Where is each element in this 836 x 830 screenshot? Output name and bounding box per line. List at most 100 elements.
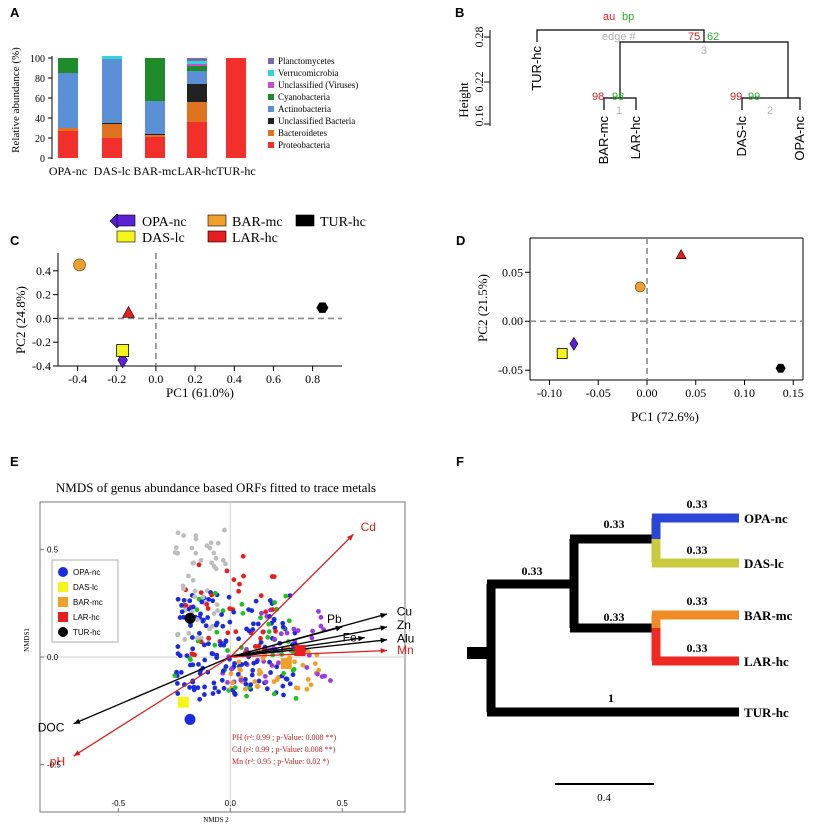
d-plot-point-das-lc (556, 348, 568, 359)
e-orf-point (219, 677, 225, 683)
e-orf-point (192, 588, 198, 594)
e-orf-point (236, 588, 242, 594)
e-ylabel: NMDS1 (23, 628, 31, 652)
a-bar-tur-hc-proteobacteria (226, 58, 246, 158)
panel-e-nmds-plot: E NMDS of genus abundance based ORFs fit… (10, 454, 414, 824)
e-orf-point (211, 611, 217, 616)
e-xtick-label: 0.5 (337, 799, 349, 808)
a-bar-lar-hc-proteobacteria (187, 122, 207, 158)
e-legend-marker-bar (58, 597, 68, 607)
c-plot-xtick-label: 0.4 (227, 372, 242, 386)
c-plot-xtick-label: -0.2 (107, 372, 126, 386)
e-orf-point (220, 608, 226, 614)
a-y-ticks: 0 20 40 60 80 100 (30, 54, 52, 165)
e-orf-point (210, 598, 216, 604)
d-plot-xtick-label: 0.05 (685, 386, 706, 400)
e-orf-point (328, 678, 333, 683)
e-orf-point (291, 666, 297, 672)
d-plot-point-lar-hc (675, 249, 687, 259)
b-node1-branch (603, 97, 637, 110)
b-node3-bp: 62 (707, 31, 719, 43)
a-bar-bar-mc-cyanobacteria (145, 58, 165, 101)
c-legend-label-das: DAS-lc (142, 231, 185, 246)
e-orf-point (293, 685, 299, 691)
e-orf-point (212, 642, 218, 648)
c-plot-xtick-label: 0.2 (188, 372, 203, 386)
a-bar-bar-mc-bacteroidetes (145, 135, 165, 137)
a-ytick-label: 40 (35, 114, 45, 125)
e-orf-point (268, 670, 273, 675)
b-leaf-das: DAS-lc (734, 116, 749, 157)
e-orf-point (280, 683, 286, 689)
e-orf-point (221, 685, 227, 691)
panel-f-label: F (456, 454, 464, 469)
e-orf-point (225, 680, 230, 685)
e-orf-point (173, 545, 179, 551)
a-ytick-label: 20 (35, 134, 45, 145)
e-orf-point (308, 682, 314, 688)
a-legend-swatch (268, 94, 274, 100)
e-orf-point (292, 630, 298, 636)
e-orf-point (243, 661, 249, 666)
e-orf-point (183, 602, 189, 608)
e-stat-mn: Mn (r²: 0.95 ; p-Value: 0.02 *) (232, 757, 329, 766)
e-orf-point (223, 664, 229, 669)
a-legend-label: Unclassified Bacteria (278, 116, 355, 126)
e-orf-point (226, 594, 232, 600)
e-orf-point (214, 602, 220, 608)
e-title: NMDS of genus abundance based ORFs fitte… (56, 480, 376, 495)
e-orf-point (220, 623, 226, 629)
e-orf-point (252, 679, 258, 684)
e-orf-point (195, 635, 200, 641)
e-orf-point (280, 620, 286, 626)
panel-b-dendrogram: B Height 0.28 0.22 0.16 au bp edge # 75 … (455, 5, 807, 164)
b-node1-au: 98 (592, 91, 604, 103)
e-orf-point (243, 681, 249, 687)
e-orf-point (284, 676, 290, 682)
e-orf-point (202, 684, 207, 690)
a-legend-label: Planctomycetes (278, 56, 335, 66)
e-orf-point (195, 685, 201, 691)
e-orf-point (259, 610, 264, 616)
e-legend-marker-das (58, 582, 68, 592)
e-orf-point (200, 618, 206, 624)
f-leaf-opa: OPA-nc (744, 511, 788, 526)
b-node1-bp: 98 (612, 91, 624, 103)
e-orf-point (238, 677, 244, 683)
e-orf-point (304, 665, 310, 670)
e-vector-arrowhead (357, 635, 365, 642)
e-orf-point (214, 629, 220, 635)
e-orf-point (258, 670, 264, 675)
e-orf-point (201, 692, 207, 697)
e-ytick-label: 0.5 (47, 545, 59, 554)
e-orf-point (228, 671, 234, 677)
e-orf-point (220, 668, 226, 674)
e-orf-point (203, 623, 209, 629)
e-orf-point (233, 629, 239, 635)
e-orf-point (219, 612, 224, 617)
e-orf-point (190, 662, 196, 668)
f-branch-labels: 0.33 0.33 0.33 0.33 0.33 0.33 0.33 1 0.4 (522, 497, 708, 804)
d-plot-xtick-label: 0.15 (783, 386, 804, 400)
a-bar-das-lc-unclassified-bacteria (102, 123, 122, 124)
e-orf-point (186, 606, 192, 612)
f-leaf-das: DAS-lc (744, 556, 784, 571)
a-legend-swatch (268, 70, 274, 76)
c-plot-ytick-label: 0.2 (36, 288, 51, 302)
d-plot-point-opa-nc (569, 336, 579, 351)
e-orf-point (190, 646, 196, 652)
e-orf-point (184, 653, 190, 659)
e-orf-point (258, 636, 263, 641)
e-orf-point (267, 659, 272, 665)
b-ytick-label: 0.22 (472, 72, 486, 93)
c-legend: OPA-nc DAS-lc BAR-mc LAR-hc TUR-hc (109, 213, 366, 246)
e-orf-point (292, 659, 297, 665)
e-orf-point (174, 669, 180, 675)
a-bar-bar-mc-actinobacteria (145, 101, 165, 134)
f-leaf-lar: LAR-hc (744, 654, 789, 669)
e-orf-point (178, 670, 184, 675)
a-xlabel: LAR-hc (177, 164, 216, 178)
e-orf-point (187, 598, 193, 604)
e-vector-label-cd: Cd (361, 520, 376, 534)
a-legend-swatch (268, 142, 274, 148)
